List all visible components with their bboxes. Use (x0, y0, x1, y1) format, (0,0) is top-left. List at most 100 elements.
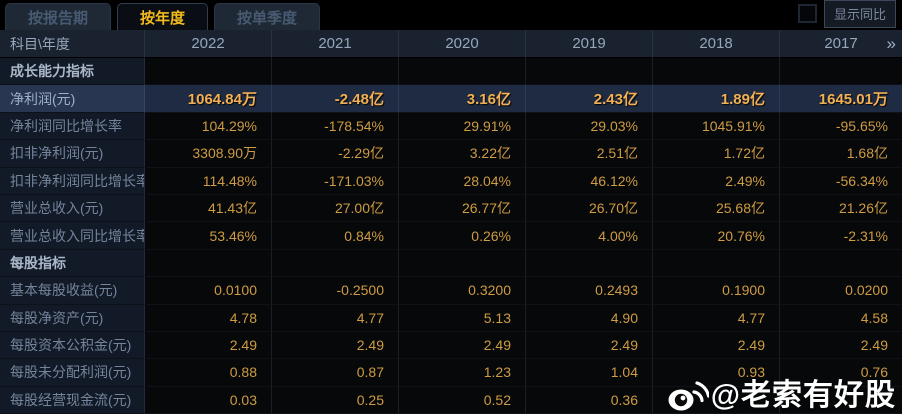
tabbar-right-controls: 显示同比 (797, 0, 896, 30)
value-cell: 0.36 (526, 386, 653, 414)
value-cell: 1.23 (399, 359, 526, 387)
year-header-2022: 2022 (145, 30, 272, 58)
financial-table: 科目\年度 2022 2021 2020 2019 2018 2017» 成长能力指标 净利… (0, 30, 902, 414)
value-cell: -56.34% (780, 167, 902, 195)
row-label: 营业总收入(元) (0, 194, 145, 223)
tab-0[interactable]: 按报告期 (5, 3, 112, 30)
value-cell (653, 386, 780, 414)
more-years-chevron-icon[interactable]: » (886, 33, 897, 53)
row-label: 成长能力指标 (0, 58, 145, 86)
show-yoy-checkbox[interactable] (797, 4, 817, 23)
table-row: 基本每股收益(元) 0.0100 -0.2500 0.3200 0.2493 0.1900… (0, 277, 902, 305)
table-row: 扣非净利润同比增长率 114.48% -171.03% 28.04% 46.12% 2.4… (0, 167, 902, 195)
show-yoy-toggle[interactable]: 显示同比 (823, 0, 896, 28)
table-row: 扣非净利润(元) 3308.90万 -2.29亿 3.22亿 2.51亿 1.72亿 1.6… (0, 140, 902, 168)
value-cell: 4.78 (145, 304, 272, 332)
value-cell: -0.2500 (272, 277, 399, 305)
value-cell: -95.65% (780, 112, 902, 141)
value-cell: 4.58 (780, 304, 902, 332)
value-cell: 2.43亿 (526, 85, 653, 113)
row-label: 净利润(元) (0, 85, 145, 113)
year-header-2019: 2019 (526, 30, 653, 58)
value-cell: 0.26% (399, 222, 526, 250)
value-cell: 25.68亿 (653, 194, 780, 223)
value-cell: 114.48% (145, 167, 272, 195)
value-cell: 1045.91% (653, 112, 780, 141)
value-cell: -2.31% (780, 222, 902, 250)
tab-2[interactable]: 按单季度 (214, 3, 321, 30)
value-cell: 1.04 (526, 359, 653, 387)
table-header-row: 科目\年度 2022 2021 2020 2019 2018 2017» (0, 30, 902, 58)
value-cell: 2.49 (272, 331, 399, 360)
table-row: 每股经营现金流(元) 0.03 0.25 0.52 0.36 (0, 386, 902, 414)
period-tabs: 按报告期 按年度 按单季度 (5, 3, 326, 30)
value-cell: 4.00% (526, 222, 653, 250)
section-row: 成长能力指标 (0, 58, 902, 86)
value-cell: 4.77 (653, 304, 780, 332)
value-cell: 3308.90万 (145, 140, 272, 168)
value-cell: 26.70亿 (526, 194, 653, 223)
row-label: 扣非净利润同比增长率 (0, 167, 145, 195)
value-cell: 2.49 (399, 331, 526, 360)
value-cell: 1064.84万 (145, 85, 272, 113)
table-body: 成长能力指标 净利润(元) 1064.84万 -2.48亿 3.16亿 2.43亿 1.89… (0, 58, 902, 414)
value-cell: 0.93 (653, 359, 780, 387)
value-cell: 28.04% (399, 167, 526, 195)
value-cell (526, 58, 653, 86)
year-header-2018: 2018 (653, 30, 780, 58)
value-cell: 0.0100 (145, 277, 272, 305)
value-cell (526, 249, 653, 278)
value-cell: -2.48亿 (272, 85, 399, 113)
value-cell: 0.2493 (526, 277, 653, 305)
row-label: 每股净资产(元) (0, 304, 145, 332)
year-header-2020: 2020 (399, 30, 526, 58)
value-cell (399, 58, 526, 86)
value-cell: -171.03% (272, 167, 399, 195)
value-cell: 5.13 (399, 304, 526, 332)
row-label: 每股指标 (0, 249, 145, 278)
value-cell (780, 249, 902, 278)
value-cell: 41.43亿 (145, 194, 272, 223)
tab-1-active[interactable]: 按年度 (117, 3, 209, 30)
value-cell: 0.0200 (780, 277, 902, 305)
value-cell (145, 249, 272, 278)
value-cell: 0.88 (145, 359, 272, 387)
value-cell: 2.51亿 (526, 140, 653, 168)
value-cell: 0.76 (780, 359, 902, 387)
value-cell (272, 58, 399, 86)
value-cell: 1645.01万 (780, 85, 902, 113)
value-cell: -178.54% (272, 112, 399, 141)
value-cell: 3.22亿 (399, 140, 526, 168)
value-cell: 20.76% (653, 222, 780, 250)
table-row: 每股净资产(元) 4.78 4.77 5.13 4.90 4.77 4.58 (0, 304, 902, 332)
value-cell: 3.16亿 (399, 85, 526, 113)
value-cell: 0.03 (145, 386, 272, 414)
value-cell: 53.46% (145, 222, 272, 250)
value-cell: 26.77亿 (399, 194, 526, 223)
table-row: 营业总收入同比增长率 53.46% 0.84% 0.26% 4.00% 20.76% -2.… (0, 222, 902, 250)
value-cell: 104.29% (145, 112, 272, 141)
value-cell: 2.49 (653, 331, 780, 360)
section-row: 每股指标 (0, 249, 902, 278)
value-cell: 2.49 (780, 331, 902, 360)
value-cell (780, 386, 902, 414)
table-row: 净利润(元) 1064.84万 -2.48亿 3.16亿 2.43亿 1.89亿 1645.… (0, 85, 902, 113)
value-cell: 4.77 (272, 304, 399, 332)
value-cell: 0.1900 (653, 277, 780, 305)
value-cell (653, 249, 780, 278)
row-label: 每股资本公积金(元) (0, 331, 145, 360)
value-cell: 29.03% (526, 112, 653, 141)
value-cell: 29.91% (399, 112, 526, 141)
value-cell (653, 58, 780, 86)
table-row: 净利润同比增长率 104.29% -178.54% 29.91% 29.03% 1045.… (0, 112, 902, 141)
corner-header-cell: 科目\年度 (0, 30, 145, 58)
value-cell: 0.52 (399, 386, 526, 414)
value-cell: 1.68亿 (780, 140, 902, 168)
value-cell: 2.49% (653, 167, 780, 195)
value-cell (780, 58, 902, 86)
value-cell (399, 249, 526, 278)
row-label: 扣非净利润(元) (0, 140, 145, 168)
value-cell: 0.25 (272, 386, 399, 414)
value-cell: -2.29亿 (272, 140, 399, 168)
